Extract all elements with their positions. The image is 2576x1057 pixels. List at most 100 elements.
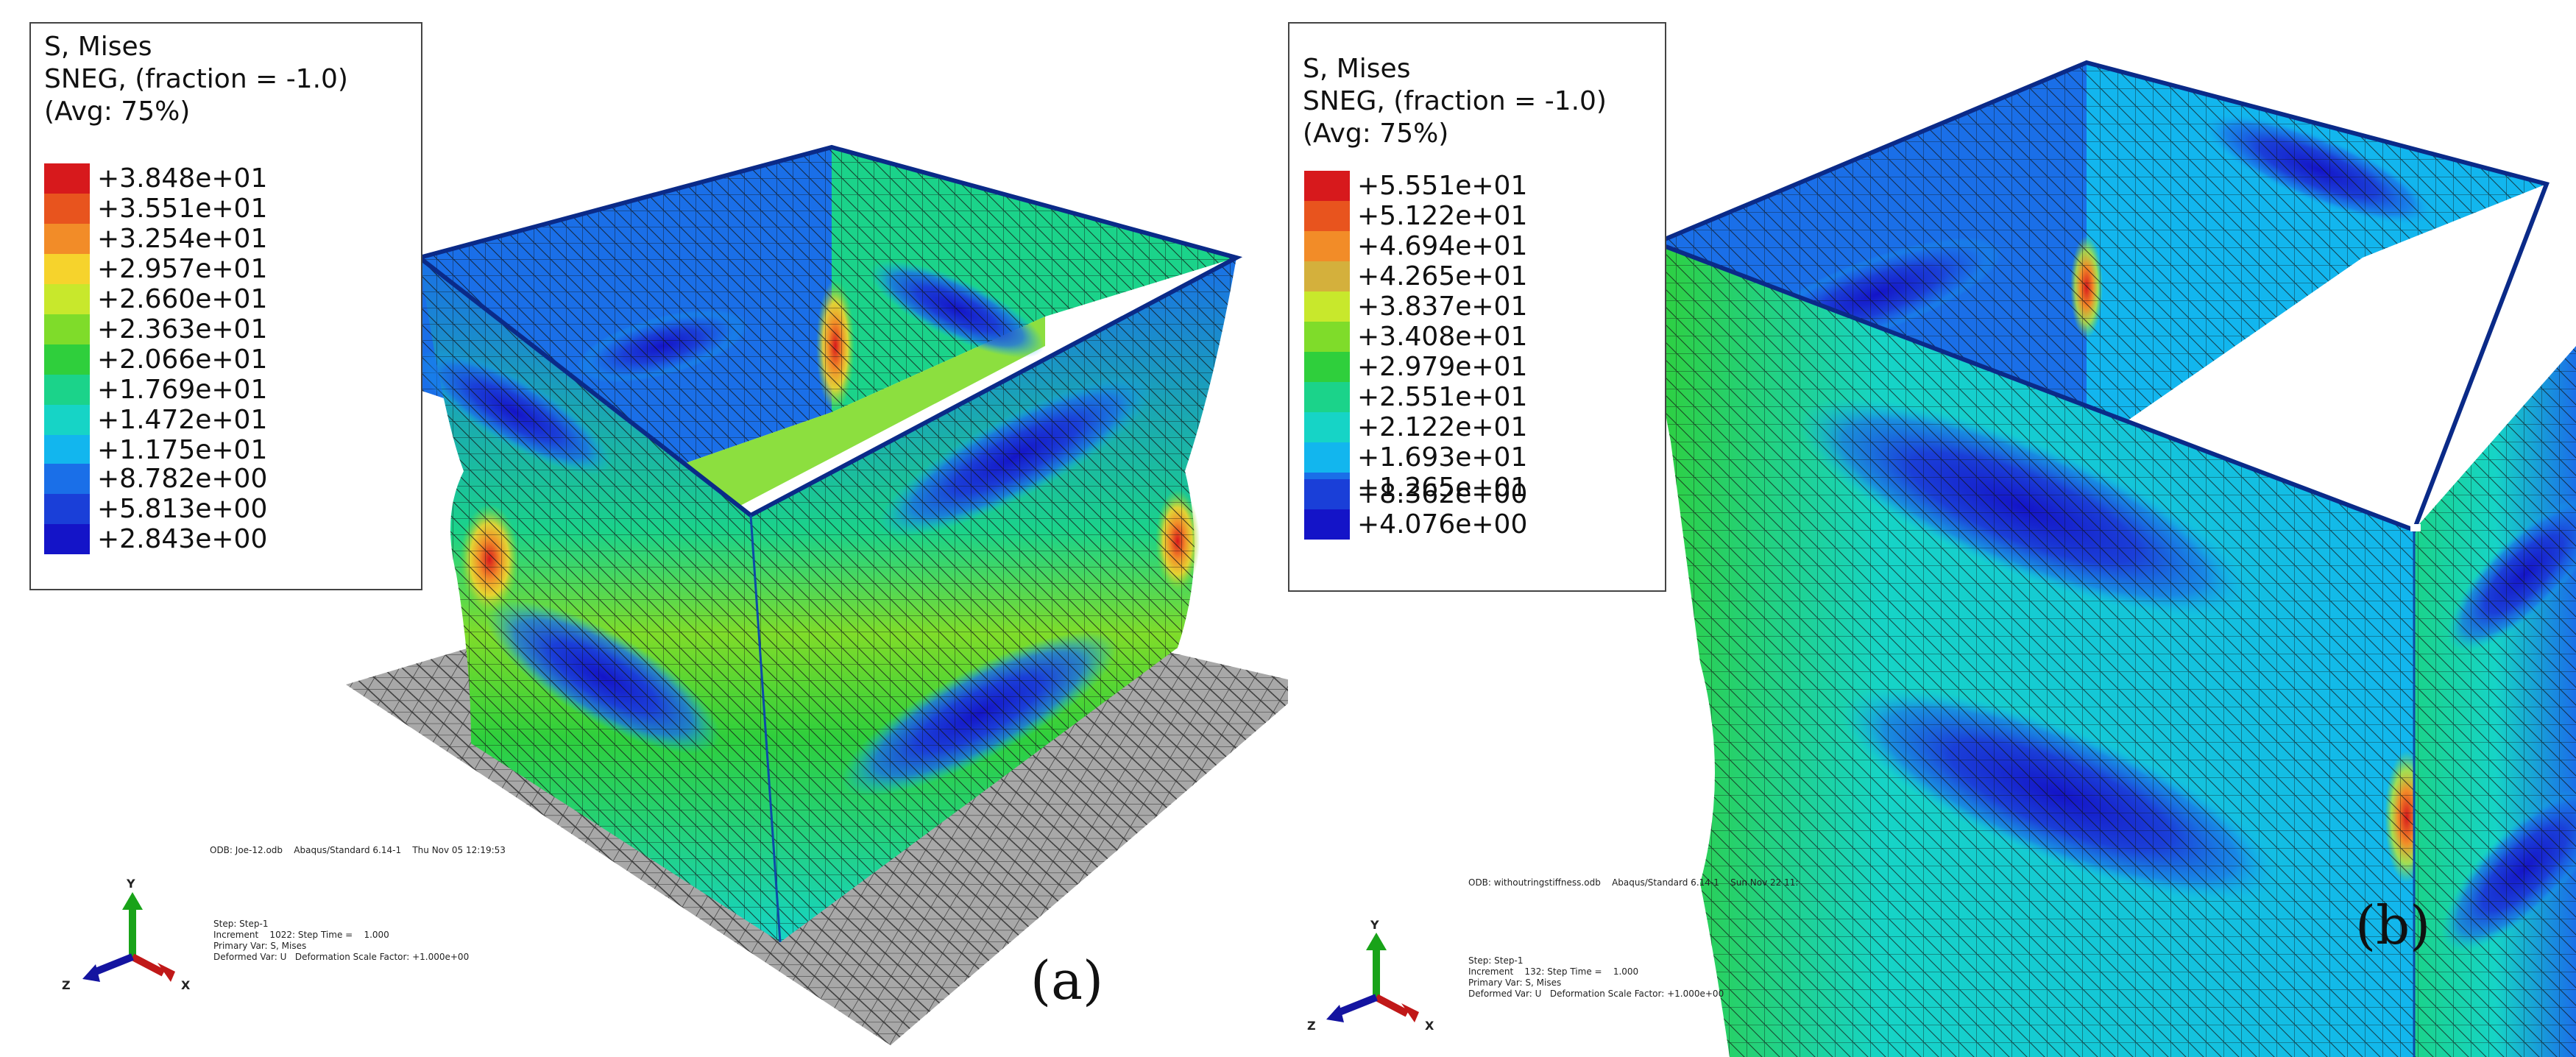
legend-row: +3.551e+01 xyxy=(44,194,267,224)
fe-model-b: Y X Z xyxy=(1307,60,2576,1057)
legend-value: +2.122e+01 xyxy=(1357,412,1528,442)
subfigure-label: (a) xyxy=(1030,950,1104,1011)
legend-swatch xyxy=(1304,322,1350,352)
legend-row: +1.265e+01 xyxy=(1304,473,1527,503)
legend-swatch xyxy=(1304,231,1350,261)
step-line: Step: Step-1 xyxy=(1468,955,1524,966)
legend-row: +4.265e+01 xyxy=(1304,261,1527,291)
legend-title-variable: S, Mises xyxy=(44,32,152,62)
legend-swatch xyxy=(1304,442,1350,473)
triad-y-label: Y xyxy=(1370,918,1379,932)
legend-value: +4.265e+01 xyxy=(1357,261,1528,291)
legend-box-continued: +8.782e+00 +5.813e+00 +2.843e+00 xyxy=(29,464,422,590)
legend-swatch xyxy=(44,163,90,194)
deformed-var-line: Deformed Var: U Deformation Scale Factor… xyxy=(1468,989,1724,999)
panel-b: Y X Z S, Mises SNEG, (fraction = -1.0) (… xyxy=(1288,0,2576,1057)
legend-swatch xyxy=(1304,261,1350,291)
legend-row: +5.551e+01 xyxy=(1304,171,1527,201)
legend-swatch xyxy=(1304,201,1350,231)
legend-row: +8.362e+00 xyxy=(1304,479,1527,509)
triad-z-label: Z xyxy=(62,978,71,992)
legend-swatch xyxy=(44,254,90,284)
panel-a: Y X Z S, Mises SNEG, (fraction = -1.0) (… xyxy=(29,22,1288,1045)
legend-swatch xyxy=(1304,479,1350,509)
step-info: Step: Step-1 Increment 1022: Step Time =… xyxy=(213,919,469,963)
legend-swatch xyxy=(44,344,90,375)
legend-swatch xyxy=(44,524,90,554)
odb-info: ODB: Joe-12.odb Abaqus/Standard 6.14-1 T… xyxy=(210,845,506,855)
legend-value: +3.551e+01 xyxy=(97,194,268,224)
legend-swatch xyxy=(44,464,90,494)
legend-swatch xyxy=(1304,171,1350,201)
legend-title-averaging: (Avg: 75%) xyxy=(1303,119,1449,149)
triad-x-label: X xyxy=(1425,1019,1434,1033)
legend-title-variable: S, Mises xyxy=(1303,54,1411,84)
legend-row: +2.843e+00 xyxy=(44,524,267,554)
legend-row: +1.769e+01 xyxy=(44,375,267,405)
step-line: Step: Step-1 xyxy=(213,919,269,929)
legend-value: +8.362e+00 xyxy=(1357,479,1528,509)
legend-title-section: SNEG, (fraction = -1.0) xyxy=(44,64,348,94)
deformed-var-line: Deformed Var: U Deformation Scale Factor… xyxy=(213,952,470,962)
legend-swatch xyxy=(1304,352,1350,382)
legend-value: +5.813e+00 xyxy=(97,494,268,524)
legend-row: +1.472e+01 xyxy=(44,405,267,435)
legend-value: +3.408e+01 xyxy=(1357,322,1528,352)
triad-y-label: Y xyxy=(126,877,135,891)
legend-swatch xyxy=(44,314,90,344)
primary-var-line: Primary Var: S, Mises xyxy=(213,941,307,951)
legend-box: S, Mises SNEG, (fraction = -1.0) (Avg: 7… xyxy=(29,22,422,496)
legend-swatch xyxy=(44,435,90,465)
legend-value: +2.363e+01 xyxy=(97,314,268,344)
legend-row: +2.363e+01 xyxy=(44,314,267,344)
fe-model-a: Y X Z xyxy=(62,144,1288,1045)
legend-box-continued: +8.362e+00 +4.076e+00 xyxy=(1288,479,1666,592)
legend-swatch xyxy=(1304,291,1350,322)
legend-swatch xyxy=(1304,412,1350,442)
legend-value: +2.979e+01 xyxy=(1357,352,1528,382)
legend-value: +2.843e+00 xyxy=(97,524,268,554)
triad-icon: Y X Z xyxy=(1307,918,1434,1033)
legend-row: +2.551e+01 xyxy=(1304,382,1527,412)
legend-value: +2.066e+01 xyxy=(97,344,268,375)
legend-row: +5.122e+01 xyxy=(1304,201,1527,231)
legend-row: +1.175e+01 xyxy=(44,435,267,465)
legend-value: +5.551e+01 xyxy=(1357,171,1528,201)
legend-row: +2.066e+01 xyxy=(44,344,267,375)
legend-value: +1.769e+01 xyxy=(97,375,268,405)
legend-swatch xyxy=(1304,509,1350,540)
legend-row: +2.957e+01 xyxy=(44,254,267,284)
legend-swatch xyxy=(44,194,90,224)
legend-row: +5.813e+00 xyxy=(44,494,267,524)
subfigure-label: (b) xyxy=(2355,894,2431,956)
increment-line: Increment 1022: Step Time = 1.000 xyxy=(213,930,389,940)
step-info: Step: Step-1 Increment 132: Step Time = … xyxy=(1468,955,1724,1000)
legend-row: +4.694e+01 xyxy=(1304,231,1527,261)
legend-row: +4.076e+00 xyxy=(1304,509,1527,540)
legend-row: +3.837e+01 xyxy=(1304,291,1527,322)
legend-swatch xyxy=(1304,382,1350,412)
triad-icon: Y X Z xyxy=(62,877,191,992)
legend-title-averaging: (Avg: 75%) xyxy=(44,96,191,127)
primary-var-line: Primary Var: S, Mises xyxy=(1468,978,1562,988)
legend-title-section: SNEG, (fraction = -1.0) xyxy=(1303,86,1607,116)
legend-value: +2.957e+01 xyxy=(97,254,268,284)
legend-row: +3.848e+01 xyxy=(44,163,267,194)
legend-value: +2.660e+01 xyxy=(97,284,268,314)
legend-value: +1.175e+01 xyxy=(97,435,268,465)
legend-value: +3.848e+01 xyxy=(97,163,268,194)
legend-value: +1.472e+01 xyxy=(97,405,268,435)
legend-value: +8.782e+00 xyxy=(97,464,268,494)
triad-z-label: Z xyxy=(1307,1019,1316,1033)
legend-swatch xyxy=(44,224,90,254)
legend-row: +2.122e+01 xyxy=(1304,412,1527,442)
legend-value: +1.265e+01 xyxy=(1357,473,1528,503)
legend-swatch xyxy=(44,284,90,314)
legend-value: +3.837e+01 xyxy=(1357,291,1528,322)
legend-swatch xyxy=(44,405,90,435)
legend-row: +3.254e+01 xyxy=(44,224,267,254)
legend-row: +2.979e+01 xyxy=(1304,352,1527,382)
legend-swatch xyxy=(44,375,90,405)
increment-line: Increment 132: Step Time = 1.000 xyxy=(1468,966,1639,977)
triad-x-label: X xyxy=(181,978,191,992)
